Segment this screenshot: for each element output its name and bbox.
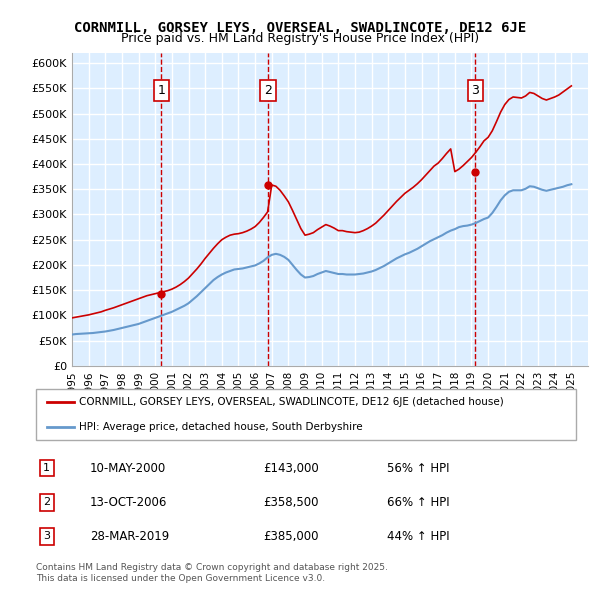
Text: 1: 1 [43,463,50,473]
Text: HPI: Average price, detached house, South Derbyshire: HPI: Average price, detached house, Sout… [79,422,363,432]
Text: CORNMILL, GORSEY LEYS, OVERSEAL, SWADLINCOTE, DE12 6JE (detached house): CORNMILL, GORSEY LEYS, OVERSEAL, SWADLIN… [79,397,504,407]
Text: 56% ↑ HPI: 56% ↑ HPI [387,461,449,475]
FancyBboxPatch shape [36,389,576,440]
Text: £143,000: £143,000 [263,461,319,475]
Text: 3: 3 [43,532,50,541]
Text: 44% ↑ HPI: 44% ↑ HPI [387,530,449,543]
Text: Contains HM Land Registry data © Crown copyright and database right 2025.
This d: Contains HM Land Registry data © Crown c… [36,563,388,583]
Text: 1: 1 [157,84,165,97]
Text: 28-MAR-2019: 28-MAR-2019 [90,530,169,543]
Text: £358,500: £358,500 [263,496,318,509]
Text: CORNMILL, GORSEY LEYS, OVERSEAL, SWADLINCOTE, DE12 6JE: CORNMILL, GORSEY LEYS, OVERSEAL, SWADLIN… [74,21,526,35]
Text: 2: 2 [43,497,50,507]
Text: 13-OCT-2006: 13-OCT-2006 [90,496,167,509]
Text: 10-MAY-2000: 10-MAY-2000 [90,461,166,475]
Text: £385,000: £385,000 [263,530,318,543]
Text: 66% ↑ HPI: 66% ↑ HPI [387,496,449,509]
Text: 3: 3 [472,84,479,97]
Text: Price paid vs. HM Land Registry's House Price Index (HPI): Price paid vs. HM Land Registry's House … [121,32,479,45]
Text: 2: 2 [264,84,272,97]
